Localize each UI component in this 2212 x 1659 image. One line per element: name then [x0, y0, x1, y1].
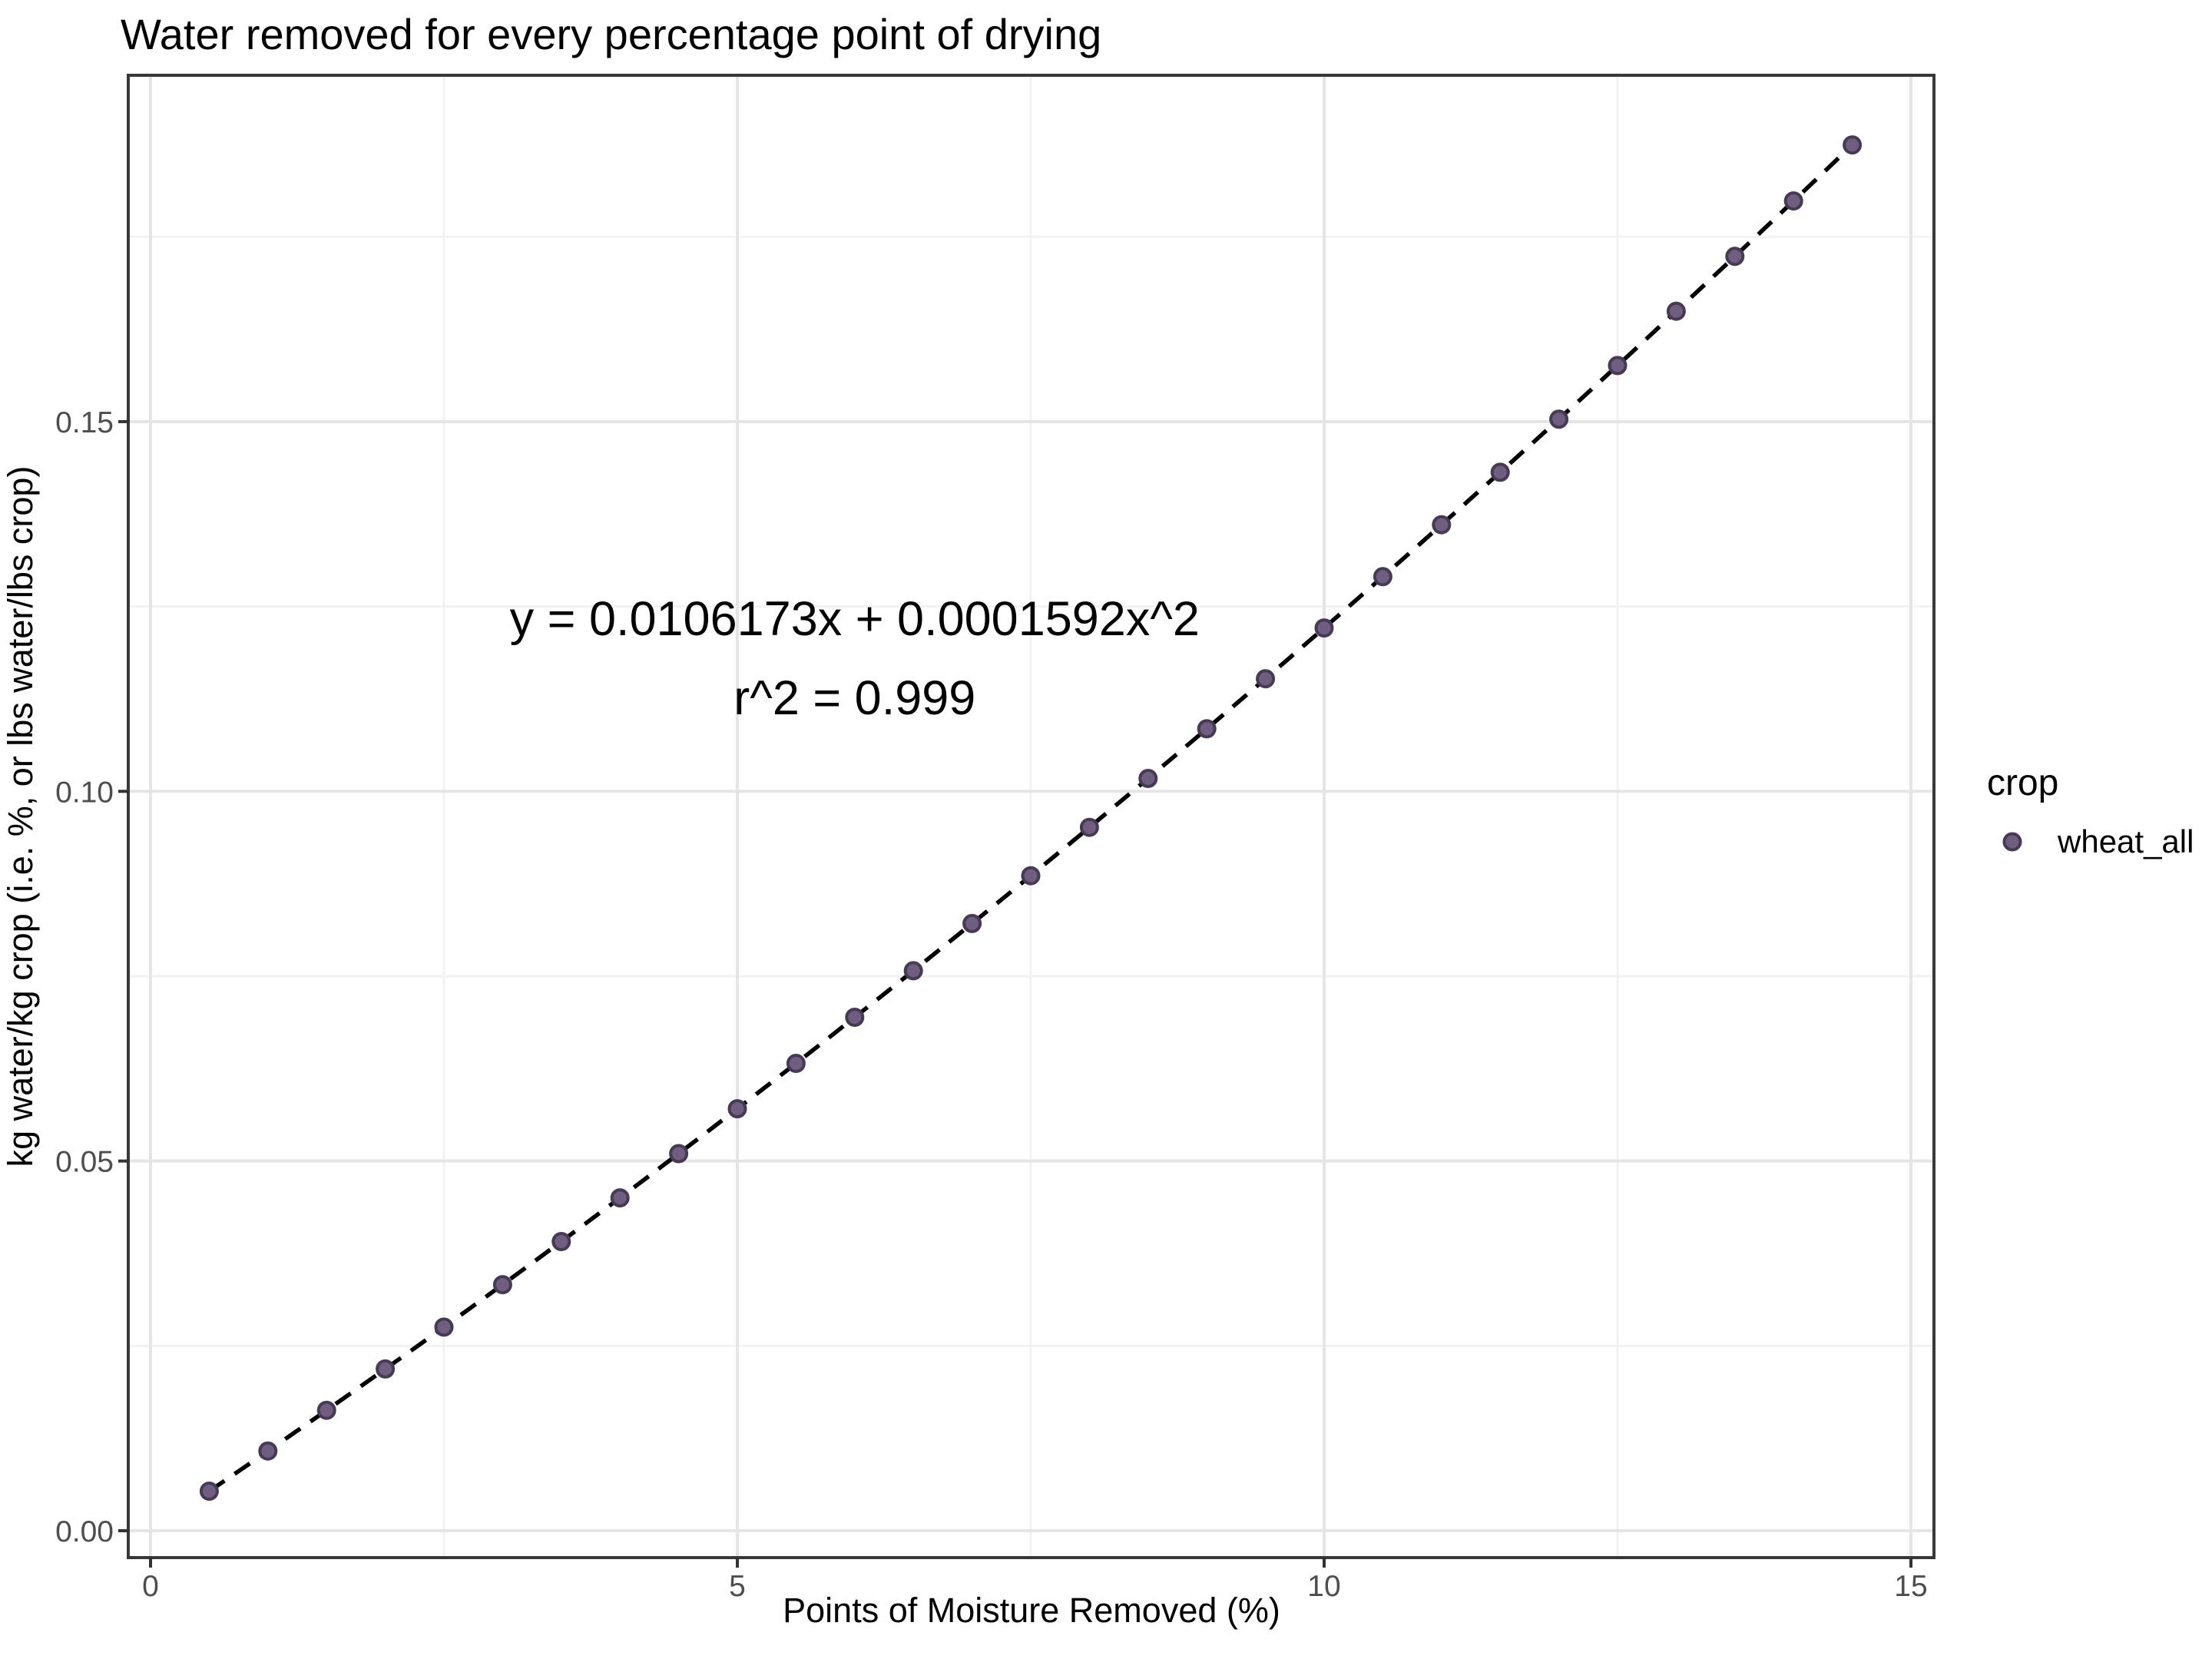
data-points-layer	[199, 135, 1863, 1501]
legend: crop wheat_all	[1987, 763, 2194, 859]
data-point	[845, 1008, 865, 1027]
fit-equation-annotation: y = 0.0106173x + 0.0001592x^2	[510, 592, 1200, 646]
data-point	[1490, 462, 1510, 482]
data-point	[1725, 247, 1745, 267]
data-point	[1256, 669, 1276, 689]
y-tick-label: 0.05	[55, 1146, 114, 1179]
data-point	[1197, 719, 1217, 739]
data-point	[669, 1144, 689, 1164]
y-tick-label: 0.00	[55, 1515, 114, 1548]
x-tick-label: 5	[729, 1570, 746, 1603]
data-point	[376, 1359, 396, 1379]
x-tick-label: 10	[1307, 1570, 1340, 1603]
chart-title: Water removed for every percentage point…	[121, 10, 1101, 58]
data-point	[1549, 409, 1569, 429]
data-point	[610, 1188, 630, 1208]
data-point	[1079, 817, 1099, 837]
y-axis-title: kg water/kg crop (i.e. %, or lbs water/l…	[1, 466, 40, 1167]
data-point	[962, 913, 982, 933]
x-tick-label: 15	[1894, 1570, 1927, 1603]
axis-tick-labels-layer: 0 5 10 15 0.00 0.05 0.10 0.15	[55, 406, 1928, 1603]
x-axis-title: Points of Moisture Removed (%)	[783, 1591, 1280, 1630]
data-point	[1843, 135, 1863, 155]
x-tick-label: 0	[142, 1570, 159, 1603]
axis-ticks-layer	[118, 419, 1912, 1568]
major-gridlines	[128, 75, 1934, 1558]
data-point	[551, 1232, 571, 1251]
data-point	[492, 1275, 512, 1295]
data-point	[316, 1400, 336, 1420]
data-point	[1666, 301, 1686, 321]
data-point	[903, 961, 923, 981]
legend-point-marker	[2002, 832, 2022, 852]
panel-border	[127, 74, 1936, 1559]
y-tick-label: 0.15	[55, 406, 114, 439]
data-point	[1138, 769, 1158, 788]
data-point	[727, 1099, 747, 1119]
data-point	[1373, 567, 1392, 587]
data-point	[1608, 356, 1628, 376]
data-point	[258, 1441, 278, 1461]
minor-gridlines	[128, 75, 1934, 1558]
legend-title: crop	[1987, 763, 2058, 803]
data-point	[434, 1317, 454, 1337]
data-point	[1314, 618, 1334, 638]
data-point	[1432, 515, 1452, 535]
data-point	[1783, 191, 1803, 211]
data-point	[786, 1054, 806, 1073]
y-tick-label: 0.10	[55, 776, 114, 809]
data-point	[199, 1482, 219, 1501]
legend-entry-label: wheat_all	[2057, 823, 2194, 859]
data-point	[1021, 866, 1041, 886]
r-squared-annotation: r^2 = 0.999	[733, 671, 975, 725]
